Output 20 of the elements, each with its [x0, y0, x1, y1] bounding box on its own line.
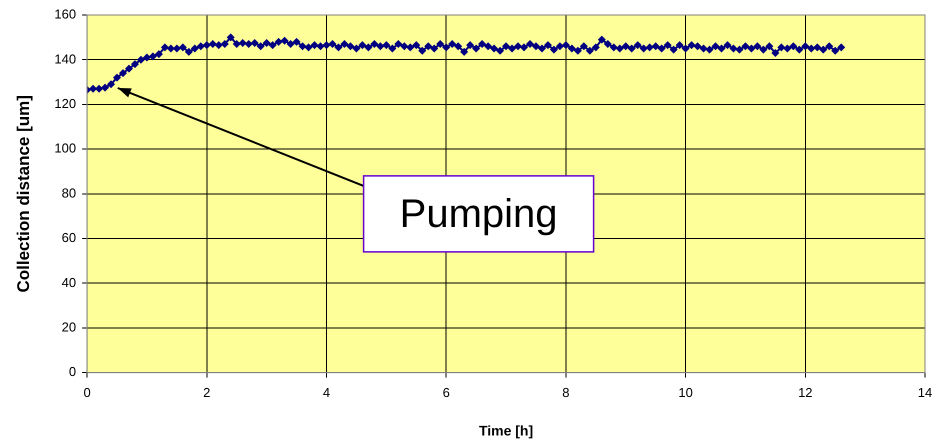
y-tick-label: 20 [62, 319, 76, 334]
x-axis-title: Time [h] [478, 422, 534, 438]
x-tick-label: 0 [83, 384, 91, 400]
x-tick-label: 10 [678, 384, 693, 400]
y-tick-label: 0 [68, 364, 76, 380]
y-tick-label: 60 [62, 230, 76, 246]
y-tick-label: 120 [54, 96, 76, 111]
x-tick-label: 2 [203, 384, 210, 400]
y-tick-label: 140 [54, 51, 76, 66]
y-tick-label: 80 [62, 185, 76, 200]
annotation: Pumping [400, 192, 558, 236]
x-tick-label: 4 [322, 384, 330, 400]
x-tick-label: 8 [562, 384, 570, 400]
y-tick-label: 100 [54, 140, 76, 156]
x-tick-label: 14 [918, 384, 932, 400]
y-tick-label: 40 [62, 274, 76, 290]
x-tick-label: 12 [798, 384, 813, 400]
y-axis-title: Collection distance [um] [14, 95, 33, 293]
y-tick-label: 160 [54, 6, 76, 22]
x-tick-label: 6 [442, 384, 450, 400]
